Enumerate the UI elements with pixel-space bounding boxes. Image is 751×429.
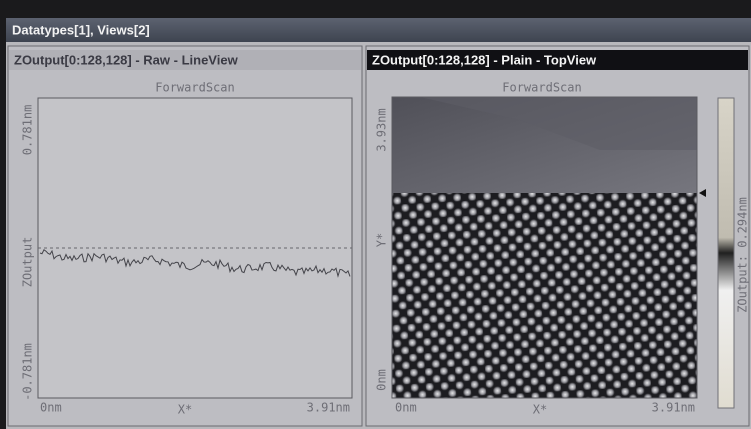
- page: Datatypes[1], Views[2] ZOutput[0:128,128…: [0, 0, 751, 429]
- window-title: Datatypes[1], Views[2]: [12, 22, 150, 37]
- screen: Datatypes[1], Views[2] ZOutput[0:128,128…: [0, 0, 751, 429]
- y-axis-label: ZOutput: [21, 237, 35, 288]
- x-axis-label: X*: [178, 403, 192, 417]
- y-bottom-label: 0nm: [375, 369, 389, 391]
- y-top-label: 0.781nm: [21, 105, 35, 156]
- colorbar-label: ZOutput: 0.294nm: [736, 197, 750, 313]
- x-axis-label: X*: [533, 403, 547, 417]
- scan-label: ForwardScan: [155, 81, 234, 95]
- y-axis-label: Y*: [375, 233, 389, 247]
- atomic-image: [392, 193, 697, 398]
- colorbar: [718, 98, 734, 408]
- x-left-label: 0nm: [40, 401, 62, 415]
- x-right-label: 3.91nm: [307, 401, 350, 415]
- scan-label: ForwardScan: [502, 81, 581, 95]
- y-top-label: 3.93nm: [375, 108, 389, 151]
- top-view-title: ZOutput[0:128,128] - Plain - TopView: [372, 52, 597, 67]
- y-bottom-label: -0.781nm: [21, 343, 35, 401]
- x-right-label: 3.91nm: [652, 401, 695, 415]
- x-left-label: 0nm: [395, 401, 417, 415]
- line-view-title: ZOutput[0:128,128] - Raw - LineView: [14, 52, 239, 67]
